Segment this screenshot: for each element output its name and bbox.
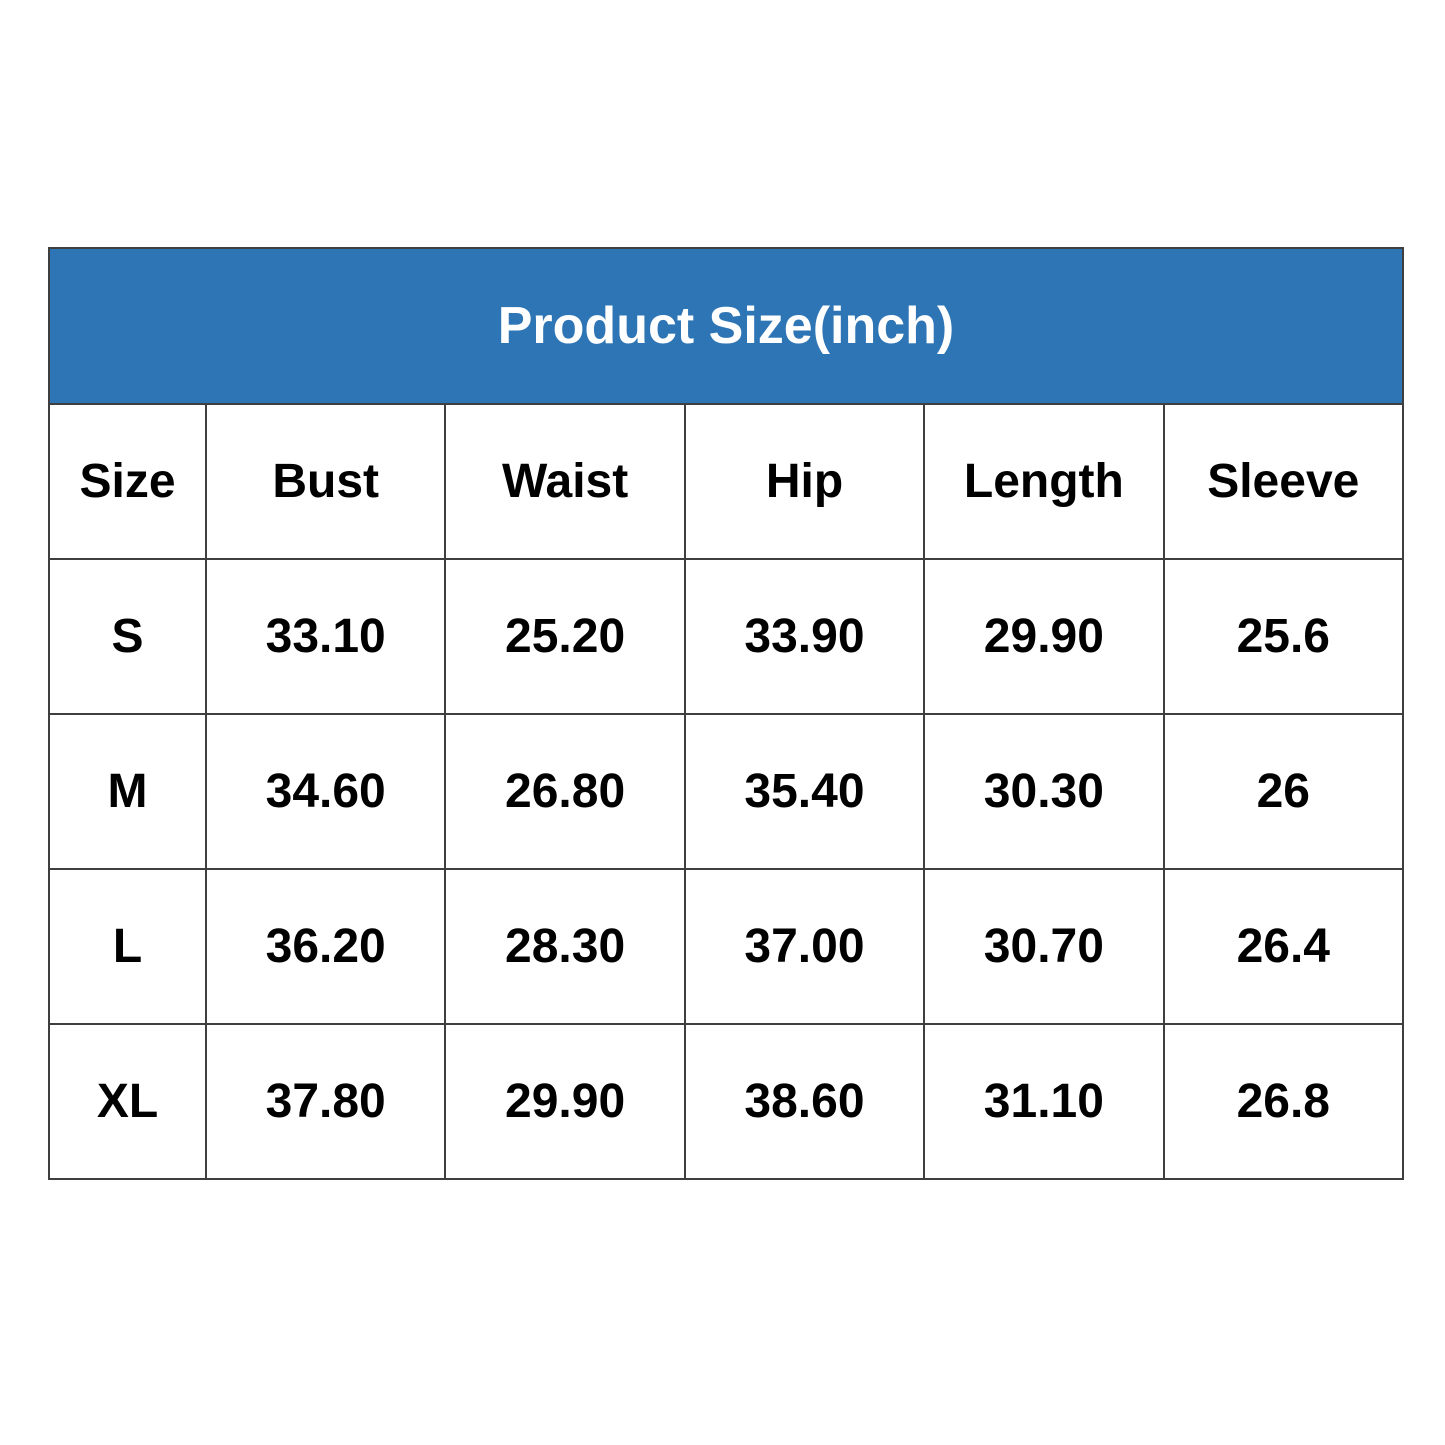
table-body: S 33.10 25.20 33.90 29.90 25.6 M 34.60 26.80 35.4…	[48, 558, 1405, 1180]
measurement-value: 30.30	[923, 713, 1165, 870]
measurement-value: 25.6	[1162, 558, 1405, 715]
table-title: Product Size(inch)	[48, 247, 1404, 405]
column-header-sleeve: Sleeve	[1162, 403, 1405, 560]
measurement-value: 33.10	[204, 558, 447, 715]
measurement-value: 31.10	[923, 1023, 1165, 1180]
measurement-value: 34.60	[204, 713, 447, 870]
measurement-value: 26.8	[1162, 1023, 1405, 1180]
measurement-value: 26.80	[444, 713, 686, 870]
table-row-s: S 33.10 25.20 33.90 29.90 25.6	[48, 558, 1405, 715]
measurement-value: 36.20	[204, 868, 447, 1025]
measurement-value: 29.90	[923, 558, 1165, 715]
column-header-waist: Waist	[444, 403, 686, 560]
size-label: XL	[48, 1023, 207, 1180]
measurement-value: 29.90	[444, 1023, 686, 1180]
column-header-hip: Hip	[683, 403, 926, 560]
table-row-m: M 34.60 26.80 35.40 30.30 26	[48, 713, 1405, 870]
column-header-length: Length	[923, 403, 1165, 560]
measurement-value: 37.00	[683, 868, 926, 1025]
measurement-value: 37.80	[204, 1023, 447, 1180]
size-label: L	[48, 868, 207, 1025]
column-header-bust: Bust	[204, 403, 447, 560]
measurement-value: 33.90	[683, 558, 926, 715]
table-title-row: Product Size(inch)	[48, 247, 1404, 405]
size-label: S	[48, 558, 207, 715]
measurement-value: 30.70	[923, 868, 1165, 1025]
table-row-xl: XL 37.80 29.90 38.60 31.10 26.8	[48, 1023, 1405, 1180]
measurement-value: 25.20	[444, 558, 686, 715]
product-size-table: Product Size(inch) Size Bust Waist Hip Lengt…	[48, 247, 1405, 1180]
measurement-value: 28.30	[444, 868, 686, 1025]
measurement-value: 26.4	[1162, 868, 1405, 1025]
table-row-l: L 36.20 28.30 37.00 30.70 26.4	[48, 868, 1405, 1025]
measurement-value: 38.60	[683, 1023, 926, 1180]
measurement-value: 26	[1162, 713, 1405, 870]
measurement-value: 35.40	[683, 713, 926, 870]
column-header-row: Size Bust Waist Hip Length Sleeve	[48, 403, 1405, 560]
column-header-size: Size	[48, 403, 207, 560]
size-label: M	[48, 713, 207, 870]
